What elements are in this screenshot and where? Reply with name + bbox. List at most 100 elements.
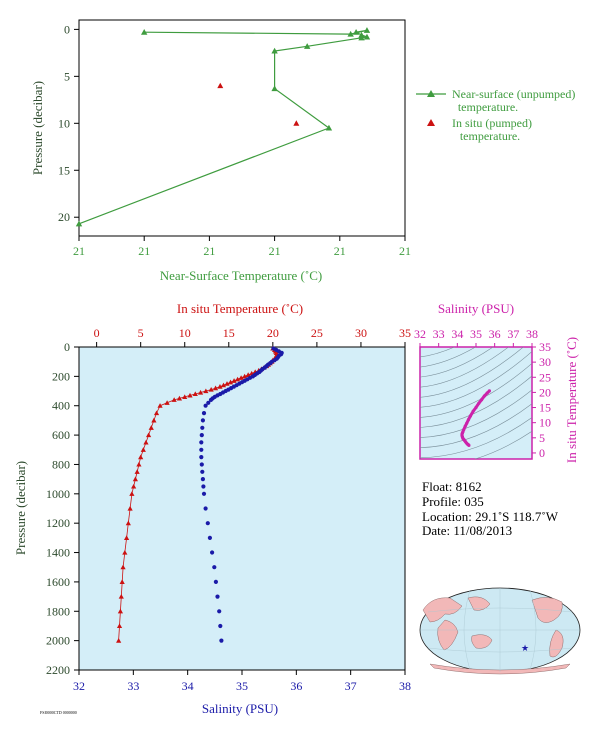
top-near-surface-point — [141, 29, 148, 35]
main-y-axis-label: Pressure (decibar) — [13, 461, 28, 555]
main-sal-point — [217, 609, 222, 614]
top-y-axis-label: Pressure (decibar) — [30, 81, 45, 175]
top-x-tick-label: 21 — [269, 244, 281, 258]
main-sal-point — [200, 425, 205, 430]
info-date: Date: 11/08/2013 — [422, 523, 512, 538]
top-near-surface-point — [271, 47, 278, 54]
main-pressure-ticks: 0 200 400 600 800 1000 1200 1400 1600 1800 2000 220… — [46, 340, 79, 677]
main-temp-point — [140, 447, 146, 452]
ts-right-axis-label: In situ Temperature (˚C) — [564, 337, 579, 463]
main-temp-point — [224, 381, 230, 386]
float-info: Float: 8162 Profile: 035 Location: 29.1˚… — [422, 479, 559, 538]
main-sal-ticks: 32 33 34 35 36 37 38 — [73, 670, 411, 693]
main-sal-tick-label: 32 — [73, 679, 85, 693]
top-y-tick-label: 20 — [58, 210, 70, 224]
ts-temp-tick-label: 15 — [539, 401, 551, 415]
top-data-marks — [75, 27, 371, 227]
main-sal-tick-label: 35 — [236, 679, 248, 693]
legend-marker-insitu — [427, 119, 435, 126]
ts-temp-tick-label: 30 — [539, 355, 551, 369]
top-near-surface-point — [271, 85, 278, 92]
top-y-tick-label: 5 — [64, 69, 70, 83]
ts-temp-tick-label: 35 — [539, 340, 551, 354]
main-temp-point — [134, 469, 140, 474]
main-sal-point — [208, 397, 214, 402]
main-y-tick-label: 600 — [52, 428, 70, 442]
main-sal-point — [203, 403, 208, 408]
main-temp-point — [231, 378, 237, 383]
top-near-surface-point — [363, 33, 371, 40]
main-temp-point — [217, 384, 223, 389]
main-sal-point — [206, 400, 211, 405]
top-x-ticks: 21 21 21 21 21 21 — [73, 236, 411, 258]
main-sal-point — [213, 579, 218, 585]
main-sal-point — [203, 506, 208, 511]
main-temp-tick-label: 10 — [179, 326, 191, 340]
main-temp-point — [151, 417, 157, 423]
ts-temp-tick-label: 20 — [539, 385, 551, 399]
legend-insitu-text-2: temperature. — [460, 129, 520, 143]
top-x-tick-label: 21 — [73, 244, 85, 258]
main-temp-point — [153, 410, 160, 416]
main-temp-tick-label: 35 — [399, 326, 411, 340]
main-temp-point — [125, 520, 131, 526]
top-chart: 21 21 21 21 21 21 0 5 10 15 20 Near-Surface Tempe… — [30, 19, 411, 283]
main-temp-point — [143, 439, 149, 445]
main-plot-area — [78, 346, 406, 671]
main-sal-point — [200, 469, 205, 474]
ts-point — [467, 443, 471, 447]
ts-sal-tick-label: 35 — [470, 327, 482, 341]
main-temp-point — [187, 392, 193, 398]
top-plot-frame — [78, 19, 406, 237]
main-temp-point — [242, 373, 248, 379]
main-temp-point — [203, 388, 209, 394]
ts-temp-tick-label: 25 — [539, 370, 551, 384]
ts-point — [480, 398, 484, 402]
main-y-tick-label: 400 — [52, 399, 70, 413]
main-temp-point — [119, 579, 125, 584]
ts-point — [462, 427, 466, 431]
main-temp-point — [116, 623, 123, 629]
main-temp-point — [118, 593, 124, 599]
main-sal-point — [201, 491, 207, 496]
main-temp-point — [129, 491, 135, 496]
main-temp-point — [197, 389, 204, 395]
ts-temp-tick-label: 10 — [539, 416, 551, 430]
main-y-tick-label: 200 — [52, 369, 70, 383]
top-y-tick-label: 15 — [58, 163, 70, 177]
main-temp-tick-label: 5 — [138, 326, 144, 340]
map-continents — [422, 596, 571, 675]
main-sal-point — [200, 418, 205, 423]
footer-tag: FSI0000CTD 0000000 — [40, 710, 77, 715]
main-sal-point — [201, 484, 206, 489]
main-temp-point — [122, 549, 128, 555]
main-temp-point — [176, 395, 183, 401]
main-sal-tick-label: 33 — [127, 679, 139, 693]
main-sal-point — [199, 440, 204, 445]
legend-near-surface-text: Near-surface (unpumped) — [452, 87, 575, 101]
ts-density-contours — [420, 347, 532, 459]
main-temp-point — [131, 483, 137, 489]
main-temp-point — [220, 382, 227, 388]
main-sal-point — [207, 535, 212, 541]
main-temp-point — [136, 461, 142, 467]
main-sal-point — [199, 433, 204, 438]
main-temp-point — [120, 564, 126, 570]
main-temp-point — [234, 376, 241, 382]
ts-sal-tick-label: 33 — [433, 327, 445, 341]
main-temp-tick-label: 25 — [311, 326, 323, 340]
top-x-tick-label: 21 — [334, 244, 346, 258]
main-bottom-axis-label: Salinity (PSU) — [202, 701, 278, 716]
main-y-tick-label: 1600 — [46, 575, 70, 589]
main-temp-point — [227, 379, 234, 385]
main-sal-point — [218, 623, 223, 629]
main-temp-tick-label: 30 — [355, 326, 367, 340]
ts-top-axis-label: Salinity (PSU) — [438, 301, 514, 316]
top-x-tick-label: 21 — [399, 244, 411, 258]
top-near-surface-point — [75, 220, 83, 227]
main-temp-point — [157, 403, 163, 408]
main-sal-tick-label: 36 — [290, 679, 302, 693]
ts-temp-tick-label: 0 — [539, 446, 545, 460]
map-float-position-star: ★ — [521, 643, 529, 653]
